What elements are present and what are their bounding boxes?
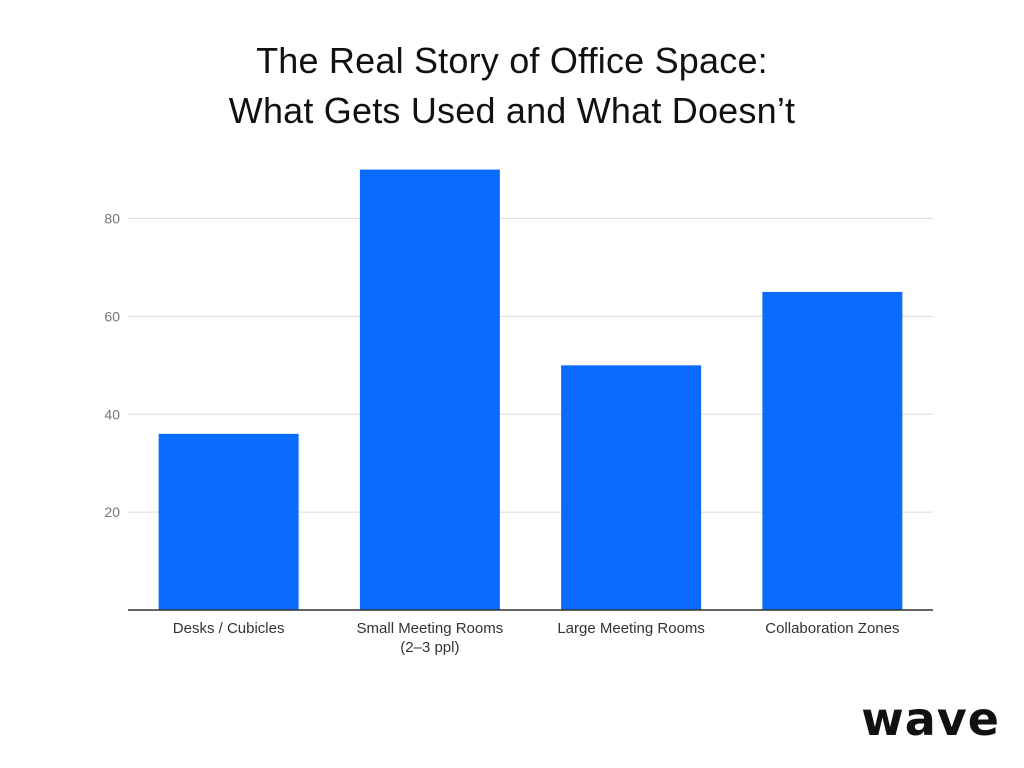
x-tick-label-line: Desks / Cubicles: [173, 620, 285, 637]
x-tick-label: Collaboration Zones: [765, 620, 899, 637]
y-tick-label: 40: [104, 406, 120, 422]
y-tick-label: 80: [104, 211, 120, 227]
x-tick-label-line: (2–3 ppl): [400, 639, 459, 656]
x-tick-label: Large Meeting Rooms: [557, 620, 705, 637]
x-tick-label: Small Meeting Rooms (2–3 ppl): [357, 620, 504, 656]
chart-title-line-1: The Real Story of Office Space:: [256, 40, 768, 81]
bar: [762, 291, 903, 610]
x-tick-label-line: Large Meeting Rooms: [557, 620, 705, 637]
wave-logo: wave: [861, 692, 1000, 746]
bar: [359, 169, 500, 610]
bar: [158, 433, 299, 610]
bar: [561, 365, 702, 610]
chart-title-line-2: What Gets Used and What Doesn’t: [228, 90, 796, 131]
chart-title: The Real Story of Office Space: What Get…: [0, 36, 1024, 136]
y-tick-label: 60: [104, 308, 120, 324]
x-tick-label: Desks / Cubicles: [173, 620, 285, 637]
x-tick-label-line: Small Meeting Rooms: [357, 620, 504, 637]
y-tick-label: 20: [104, 504, 120, 520]
x-tick-label-line: Collaboration Zones: [765, 620, 899, 637]
